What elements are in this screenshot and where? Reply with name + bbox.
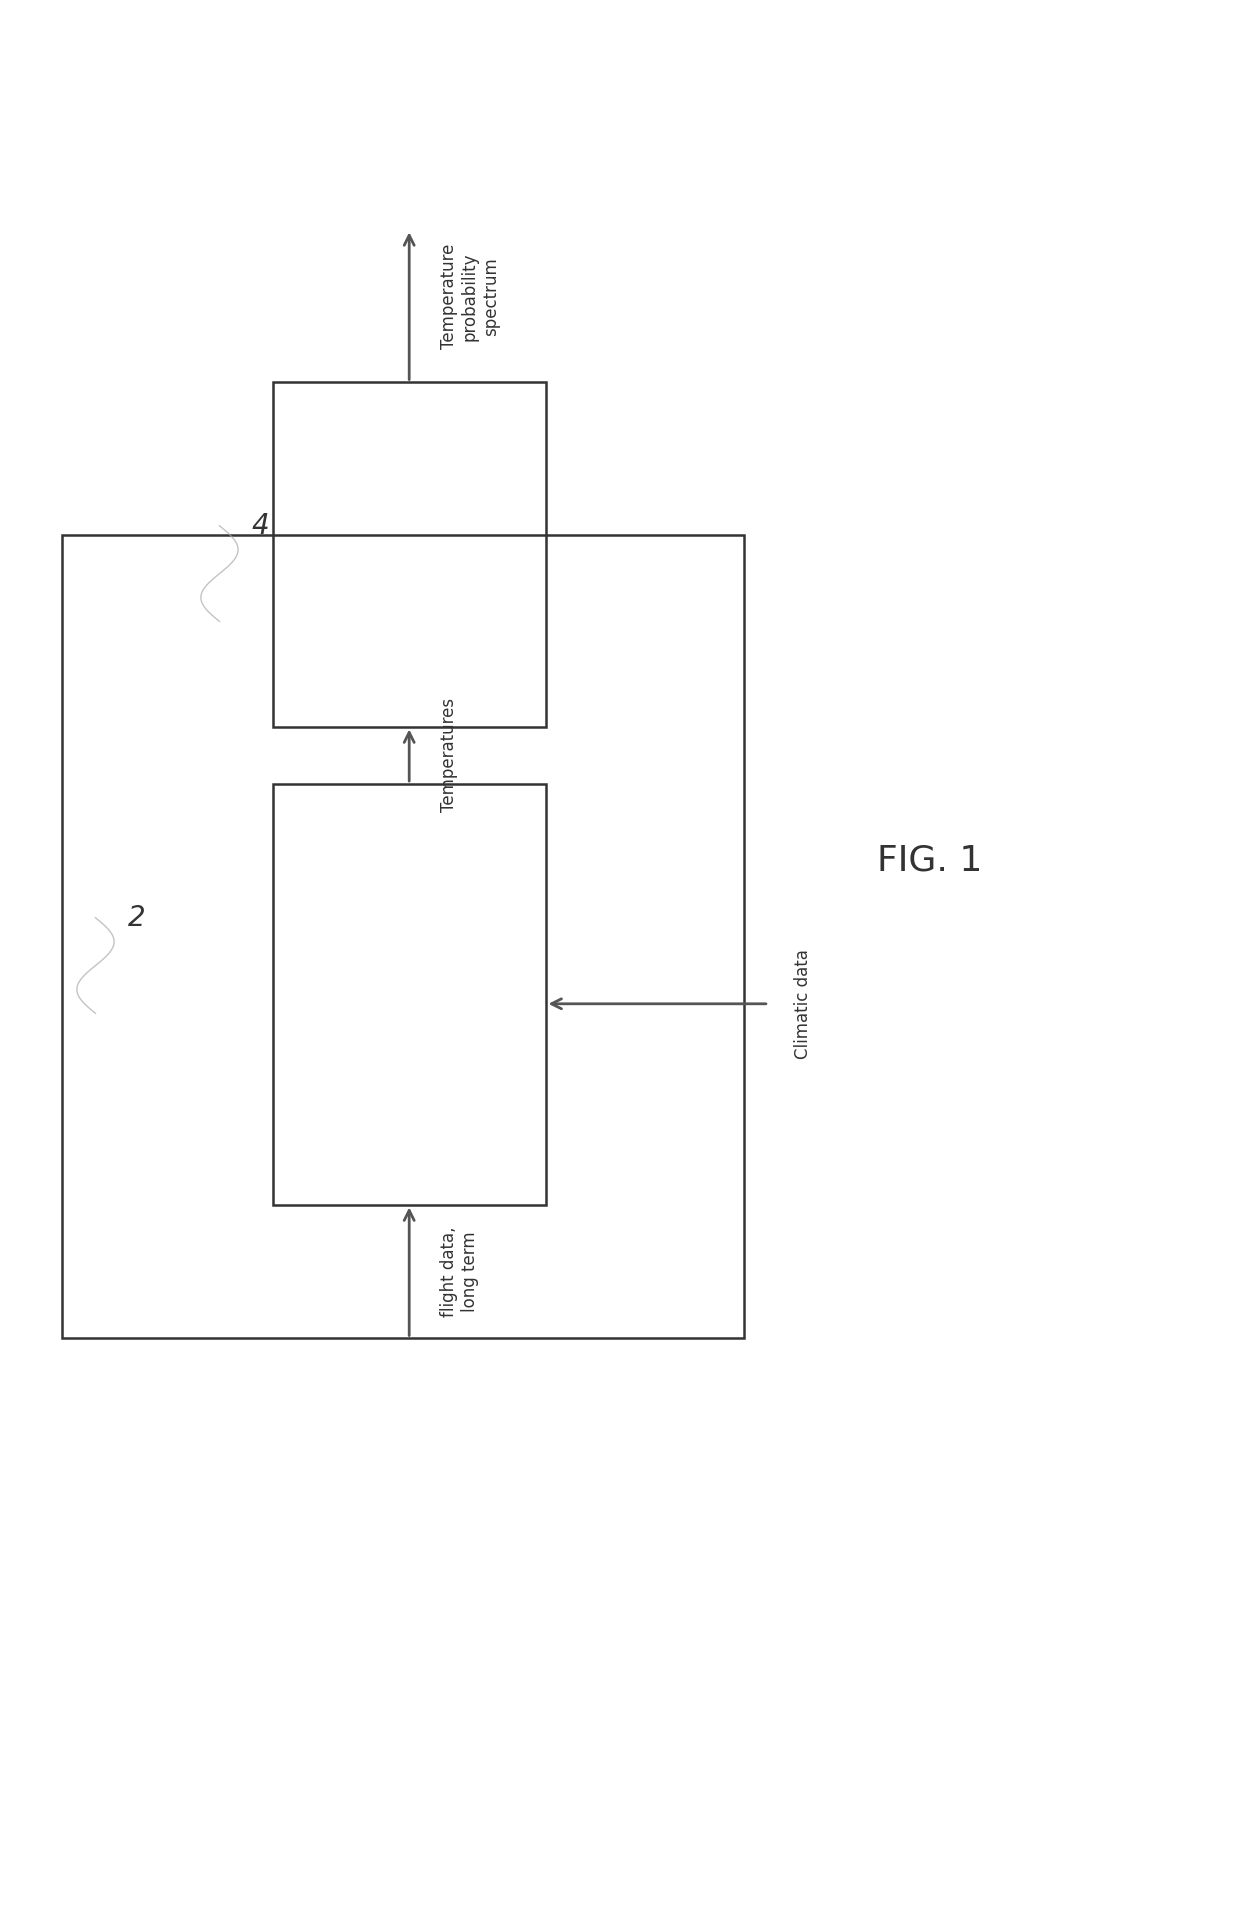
Bar xyxy=(62,535,744,1338)
Text: 2: 2 xyxy=(128,904,145,931)
Text: Climatic data: Climatic data xyxy=(794,948,812,1059)
Bar xyxy=(273,784,546,1205)
Bar xyxy=(273,382,546,727)
Text: Temperatures: Temperatures xyxy=(440,698,459,813)
Text: flight data,
long term: flight data, long term xyxy=(440,1226,479,1317)
Text: FIG. 1: FIG. 1 xyxy=(878,843,982,878)
Text: 4: 4 xyxy=(252,512,269,539)
Text: Temperature
probability
spectrum: Temperature probability spectrum xyxy=(440,243,500,350)
